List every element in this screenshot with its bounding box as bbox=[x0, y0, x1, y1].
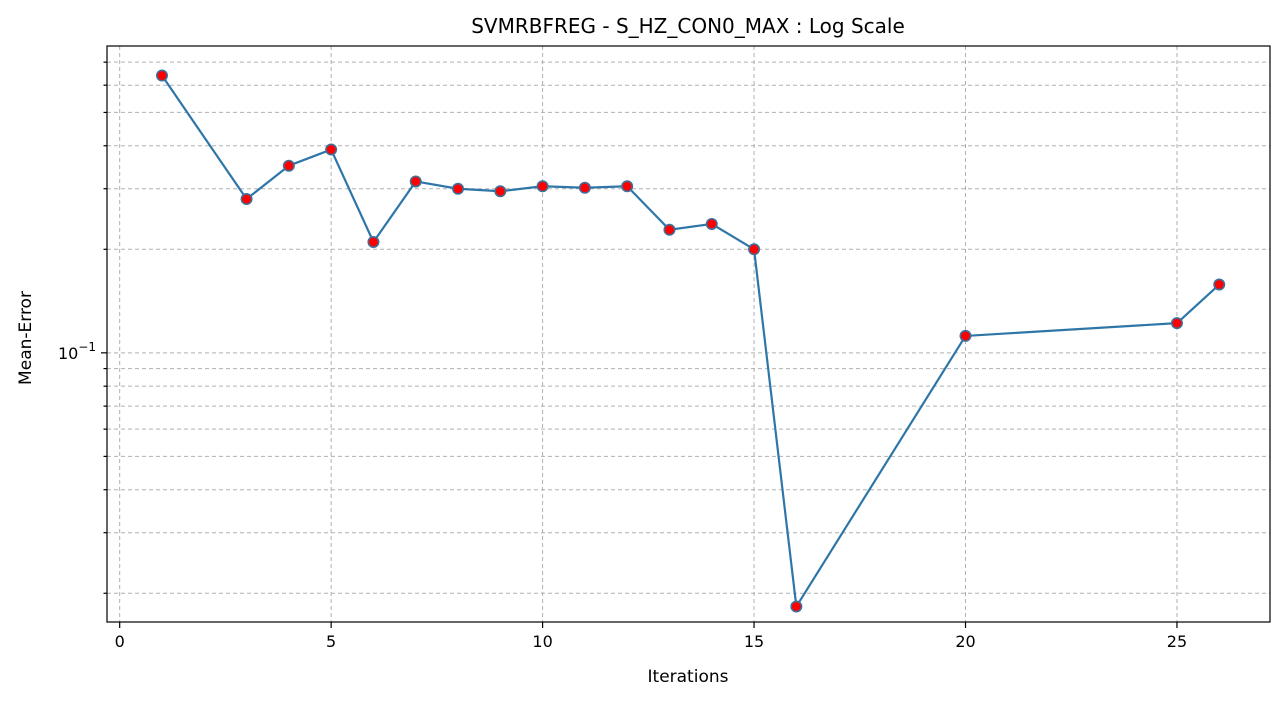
data-point bbox=[240, 193, 253, 206]
series-line bbox=[161, 74, 1220, 608]
x-tick-label: 10 bbox=[532, 632, 552, 651]
data-point bbox=[282, 159, 295, 172]
data-point bbox=[748, 243, 761, 256]
x-tick-label: 0 bbox=[115, 632, 125, 651]
data-point bbox=[578, 181, 591, 194]
data-point bbox=[1170, 317, 1183, 330]
data-point bbox=[325, 143, 338, 156]
chart-title: SVMRBFREG - S_HZ_CON0_MAX : Log Scale bbox=[471, 14, 905, 38]
plot-frame bbox=[106, 45, 1271, 623]
data-point bbox=[409, 175, 422, 188]
data-point bbox=[155, 69, 168, 82]
y-axis-label: Mean-Error bbox=[16, 291, 36, 385]
x-tick-label: 20 bbox=[955, 632, 975, 651]
data-point bbox=[452, 182, 465, 195]
data-point bbox=[494, 185, 507, 198]
x-tick-label: 25 bbox=[1167, 632, 1187, 651]
data-point bbox=[367, 236, 380, 249]
x-axis-label: Iterations bbox=[648, 667, 729, 687]
x-tick-label: 15 bbox=[744, 632, 764, 651]
data-point bbox=[621, 180, 634, 193]
y-tick-label: 10−1 bbox=[58, 340, 96, 363]
series-layer bbox=[155, 69, 1226, 613]
data-point bbox=[705, 217, 718, 230]
tick-layer: 0 5 10 15 20 25 10−1 bbox=[58, 61, 1187, 651]
data-point bbox=[1213, 278, 1226, 291]
x-tick-label: 5 bbox=[326, 632, 336, 651]
data-point bbox=[790, 600, 803, 613]
grid-layer bbox=[107, 46, 1270, 622]
data-point bbox=[959, 329, 972, 342]
data-point bbox=[536, 180, 549, 193]
data-point bbox=[663, 223, 676, 236]
